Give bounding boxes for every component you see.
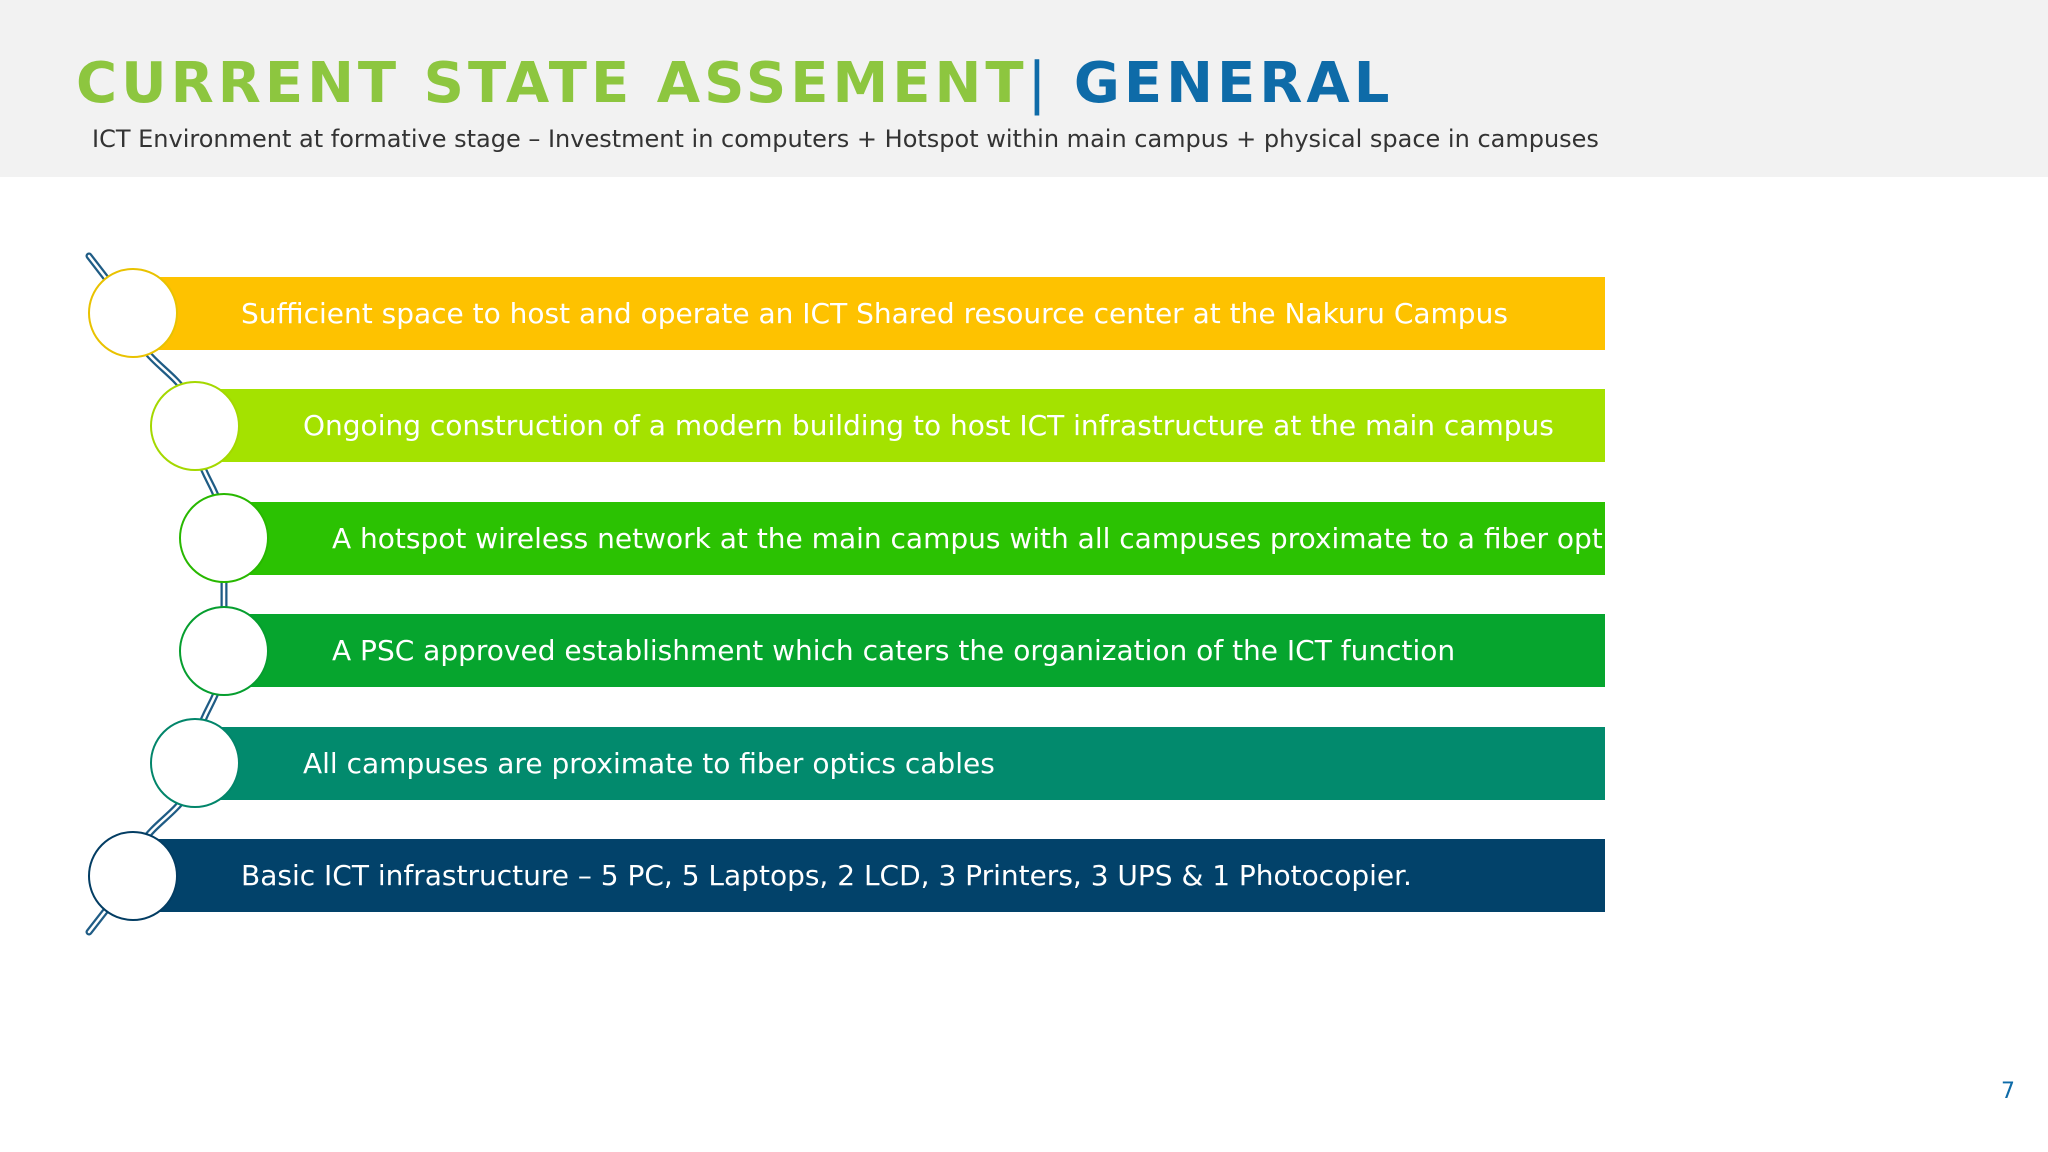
timeline-bar-text: A PSC approved establishment which cater… <box>332 634 1456 667</box>
title-section: GENERAL <box>1073 51 1394 116</box>
timeline-node-6 <box>88 830 178 921</box>
timeline-bar-3: A hotspot wireless network at the main c… <box>224 501 1605 575</box>
slide-subtitle: ICT Environment at formative stage – Inv… <box>92 125 1599 153</box>
timeline-bar-text: Ongoing construction of a modern buildin… <box>303 409 1554 442</box>
slide-header: CURRENT STATE ASSEMENT| GENERAL ICT Envi… <box>0 0 2048 177</box>
timeline-bar-text: Basic ICT infrastructure – 5 PC, 5 Lapto… <box>241 859 1412 892</box>
timeline-node-3 <box>179 493 269 583</box>
timeline-node-1 <box>88 268 178 358</box>
slide-title: CURRENT STATE ASSEMENT| GENERAL <box>76 48 1393 120</box>
timeline-node-4 <box>179 605 269 696</box>
timeline-bar-text: Sufficient space to host and operate an … <box>241 296 1508 330</box>
page-number: 7 <box>2001 1079 2015 1104</box>
title-separator: | <box>1027 51 1051 116</box>
timeline-bar-6: Basic ICT infrastructure – 5 PC, 5 Lapto… <box>133 839 1605 912</box>
timeline-bar-text: A hotspot wireless network at the main c… <box>332 521 1605 555</box>
timeline-bar-5: All campuses are proximate to fiber opti… <box>195 726 1605 800</box>
title-main: CURRENT STATE ASSEMENT <box>76 51 1028 116</box>
timeline-bar-4: A PSC approved establishment which cater… <box>224 614 1605 687</box>
connector-line <box>85 252 228 936</box>
timeline-node-5 <box>150 718 240 808</box>
timeline-bar-text: All campuses are proximate to fiber opti… <box>303 746 995 780</box>
timeline-bar-1: Sufficient space to host and operate an … <box>133 276 1605 350</box>
timeline-node-2 <box>150 380 240 471</box>
timeline-bar-2: Ongoing construction of a modern buildin… <box>195 389 1605 462</box>
